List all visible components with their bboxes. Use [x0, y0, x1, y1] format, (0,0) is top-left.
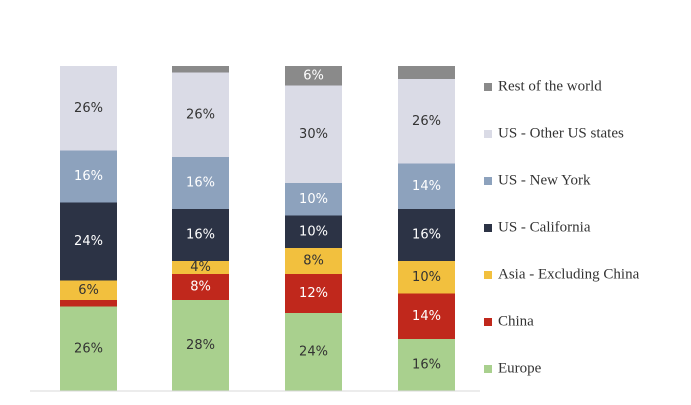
- legend-label-3: US - California: [498, 219, 591, 235]
- legend-swatch-0: [484, 365, 492, 373]
- data-label-4-0: 16%: [412, 358, 441, 373]
- data-label-1-3: 24%: [74, 234, 103, 249]
- data-label-3-6: 6%: [303, 68, 324, 83]
- data-label-1-2: 6%: [78, 283, 99, 298]
- bar-segment-2-6: [172, 66, 229, 73]
- segment-labels-layer: 26% 6% 24% 16% 26% 28% 8% 4% 16% 16% 26% 24% 12% 8% 10…: [74, 68, 441, 372]
- legend-swatch-5: [484, 130, 492, 138]
- bar-segment-3-6: [285, 66, 342, 86]
- legend-label-6: Rest of the world: [498, 78, 602, 94]
- bar-segment-2-3: [172, 209, 229, 261]
- bar-segment-1-1: [60, 300, 117, 307]
- bar-segment-1-5: [60, 66, 117, 151]
- data-label-3-4: 10%: [299, 192, 328, 207]
- legend: Rest of the world US - Other US states US …: [484, 78, 640, 376]
- bar-segment-3-1: [285, 274, 342, 313]
- data-label-2-2: 4%: [190, 260, 211, 275]
- bar-segment-1-3: [60, 202, 117, 281]
- bars-layer: [60, 66, 455, 391]
- legend-label-2: Asia - Excluding China: [498, 266, 640, 282]
- data-label-2-4: 16%: [186, 176, 215, 191]
- data-label-2-1: 8%: [190, 280, 211, 295]
- legend-label-1: China: [498, 313, 534, 329]
- legend-swatch-6: [484, 83, 492, 91]
- data-label-4-4: 14%: [412, 179, 441, 194]
- bar-segment-4-4: [398, 163, 455, 209]
- bar-segment-2-4: [172, 157, 229, 209]
- bar-segment-4-2: [398, 261, 455, 294]
- data-label-3-1: 12%: [299, 286, 328, 301]
- data-label-4-2: 10%: [412, 270, 441, 285]
- bar-segment-4-6: [398, 66, 455, 79]
- bar-segment-4-0: [398, 339, 455, 391]
- legend-swatch-4: [484, 177, 492, 185]
- bar-segment-2-2: [172, 261, 229, 274]
- bar-segment-1-0: [60, 306, 117, 391]
- data-label-2-5: 26%: [186, 107, 215, 122]
- bar-segment-3-3: [285, 215, 342, 248]
- data-label-1-5: 26%: [74, 101, 103, 116]
- data-label-4-1: 14%: [412, 309, 441, 324]
- bar-segment-3-5: [285, 85, 342, 183]
- data-label-1-4: 16%: [74, 169, 103, 184]
- bar-segment-3-0: [285, 313, 342, 391]
- bar-segment-1-4: [60, 150, 117, 203]
- bar-segment-3-2: [285, 248, 342, 274]
- data-label-3-2: 8%: [303, 254, 324, 269]
- bar-segment-4-3: [398, 209, 455, 261]
- bar-segment-2-0: [172, 300, 229, 391]
- data-label-3-0: 24%: [299, 345, 328, 360]
- data-label-4-5: 26%: [412, 114, 441, 129]
- bar-segment-2-5: [172, 72, 229, 157]
- data-label-1-0: 26%: [74, 341, 103, 356]
- data-label-3-3: 10%: [299, 224, 328, 239]
- bar-segment-1-2: [60, 280, 117, 300]
- legend-swatch-2: [484, 271, 492, 279]
- bar-segment-4-1: [398, 293, 455, 339]
- data-label-4-3: 16%: [412, 228, 441, 243]
- data-label-2-3: 16%: [186, 228, 215, 243]
- legend-label-0: Europe: [498, 360, 542, 376]
- legend-label-4: US - New York: [498, 172, 591, 188]
- legend-swatch-3: [484, 224, 492, 232]
- bar-segment-2-1: [172, 274, 229, 300]
- data-label-2-0: 28%: [186, 338, 215, 353]
- bar-segment-3-4: [285, 183, 342, 216]
- bar-segment-4-5: [398, 79, 455, 164]
- legend-swatch-1: [484, 318, 492, 326]
- data-label-3-5: 30%: [299, 127, 328, 142]
- legend-label-5: US - Other US states: [498, 125, 624, 141]
